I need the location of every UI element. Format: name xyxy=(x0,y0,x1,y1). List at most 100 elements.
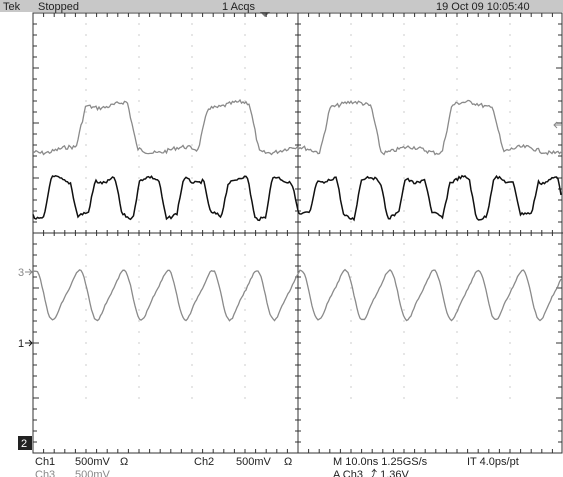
grid-dot xyxy=(138,122,140,124)
grid-dot xyxy=(244,188,246,190)
grid-dot xyxy=(350,56,352,58)
grid-dot xyxy=(138,342,140,344)
grid-dot xyxy=(509,331,511,333)
grid-dot xyxy=(456,122,458,124)
grid-dot xyxy=(244,56,246,58)
grid-dot xyxy=(85,210,87,212)
grid-dot xyxy=(350,78,352,80)
grid-dot xyxy=(350,320,352,322)
grid-dot xyxy=(509,89,511,91)
grid-dot xyxy=(244,364,246,366)
grid-dot xyxy=(85,199,87,201)
grid-dot xyxy=(403,89,405,91)
grid-dot xyxy=(85,166,87,168)
grid-dot xyxy=(456,23,458,25)
brand: Tek xyxy=(3,1,21,13)
grid-dot xyxy=(350,353,352,355)
grid-dot xyxy=(244,45,246,47)
grid-dot xyxy=(403,276,405,278)
grid-dot xyxy=(85,375,87,377)
grid-dot xyxy=(191,353,193,355)
ch3-marker: 3 xyxy=(18,267,24,279)
grid-dot xyxy=(85,177,87,179)
grid-dot xyxy=(191,210,193,212)
grid-dot xyxy=(509,155,511,157)
grid-dot xyxy=(456,386,458,388)
grid-dot xyxy=(244,111,246,113)
grid-dot xyxy=(191,67,193,69)
grid-dot xyxy=(85,155,87,157)
grid-dot xyxy=(138,364,140,366)
grid-dot xyxy=(403,386,405,388)
grid-dot xyxy=(403,243,405,245)
grid-dot xyxy=(191,45,193,47)
grid-dot xyxy=(138,177,140,179)
grid-dot xyxy=(350,342,352,344)
grid-dot xyxy=(403,144,405,146)
grid-dot xyxy=(509,243,511,245)
grid-dot xyxy=(403,45,405,47)
grid-dot xyxy=(509,34,511,36)
ch2-marker-box xyxy=(18,436,32,450)
grid-dot xyxy=(456,243,458,245)
grid-dot xyxy=(191,320,193,322)
grid-dot xyxy=(85,188,87,190)
ch1-marker: 1 xyxy=(18,338,24,350)
grid-dot xyxy=(403,298,405,300)
grid-dot xyxy=(456,78,458,80)
grid-dot xyxy=(85,386,87,388)
grid-dot xyxy=(509,56,511,58)
grid-dot xyxy=(138,298,140,300)
grid-dot xyxy=(85,342,87,344)
grid-dot xyxy=(138,100,140,102)
grid-dot xyxy=(403,364,405,366)
grid-dot xyxy=(191,166,193,168)
grid-dot xyxy=(244,78,246,80)
grid-dot xyxy=(138,276,140,278)
grid-dot xyxy=(191,276,193,278)
grid-dot xyxy=(85,144,87,146)
grid-dot xyxy=(85,353,87,355)
grid-dot xyxy=(350,111,352,113)
grid-dot xyxy=(85,23,87,25)
grid-dot xyxy=(403,177,405,179)
acquisitions: 1 Acqs xyxy=(222,1,256,13)
grid-dot xyxy=(456,298,458,300)
grid-dot xyxy=(244,298,246,300)
timestamp: 19 Oct 09 10:05:40 xyxy=(436,1,530,13)
grid-dot xyxy=(350,23,352,25)
grid-dot xyxy=(191,78,193,80)
grid-dot xyxy=(191,144,193,146)
grid-dot xyxy=(350,34,352,36)
grid-dot xyxy=(191,287,193,289)
grid-dot xyxy=(244,221,246,223)
ch1-arrow xyxy=(25,339,33,347)
grid-dot xyxy=(244,177,246,179)
grid-dot xyxy=(138,56,140,58)
grid-dot xyxy=(138,188,140,190)
grid-dot xyxy=(191,221,193,223)
grid-dot xyxy=(191,34,193,36)
grid-dot xyxy=(138,34,140,36)
timebase: M 10.0ns 1.25GS/s xyxy=(333,456,428,468)
grid-dot xyxy=(403,155,405,157)
grid-dot xyxy=(244,34,246,36)
grid-dot xyxy=(244,265,246,267)
grid-dot xyxy=(244,276,246,278)
grid-dot xyxy=(85,133,87,135)
grid-dot xyxy=(403,133,405,135)
grid-dot xyxy=(350,210,352,212)
grid-dot xyxy=(509,342,511,344)
grid-dot xyxy=(403,265,405,267)
grid-dot xyxy=(244,67,246,69)
grid-dot xyxy=(350,364,352,366)
grid-dot xyxy=(191,100,193,102)
grid-dot xyxy=(403,320,405,322)
grid-dot xyxy=(456,221,458,223)
grid-dot xyxy=(138,254,140,256)
grid-dot xyxy=(138,309,140,311)
grid-dot xyxy=(85,265,87,267)
grid-dot xyxy=(509,122,511,124)
grid-dot xyxy=(456,188,458,190)
grid-dot xyxy=(456,45,458,47)
